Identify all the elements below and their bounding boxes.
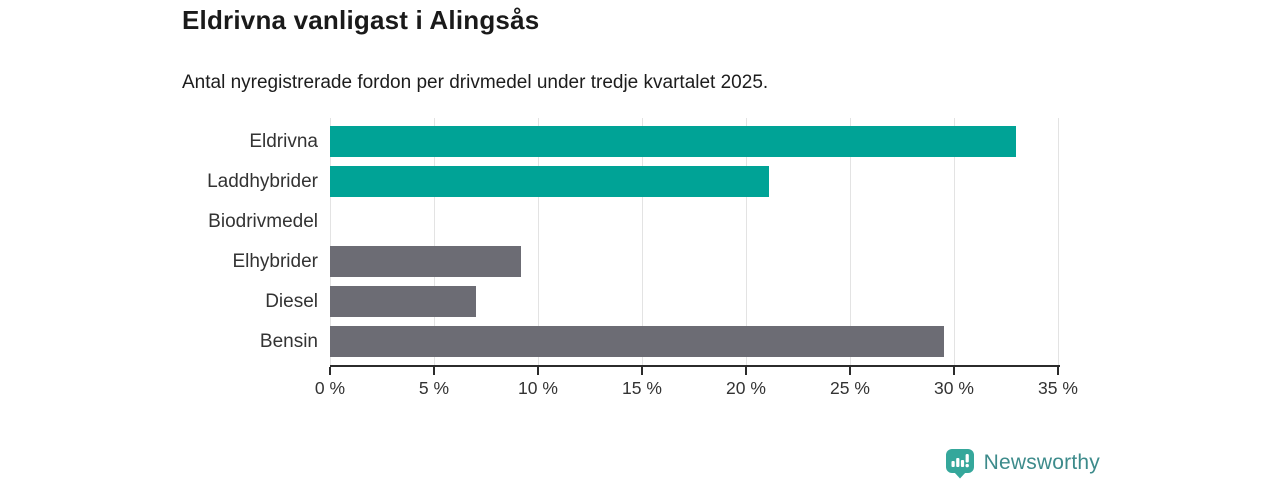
category-label: Bensin bbox=[259, 331, 318, 352]
x-axis-tick-label: 20 % bbox=[726, 378, 766, 398]
brand-footer[interactable]: Newsworthy bbox=[944, 446, 1100, 480]
brand-name: Newsworthy bbox=[983, 451, 1100, 474]
bar bbox=[330, 286, 476, 317]
chart-title: Eldrivna vanligast i Alingsås bbox=[182, 5, 540, 35]
category-label: Eldrivna bbox=[249, 131, 318, 152]
bar bbox=[330, 166, 769, 197]
x-axis-tick bbox=[537, 367, 539, 375]
x-axis-tick-label: 5 % bbox=[418, 378, 450, 398]
gridline bbox=[434, 118, 435, 366]
gridline bbox=[850, 118, 851, 366]
x-axis-tick bbox=[745, 367, 747, 375]
category-label: Elhybrider bbox=[232, 251, 318, 272]
bar bbox=[330, 246, 522, 277]
gridline bbox=[954, 118, 955, 366]
x-axis-tick bbox=[1057, 367, 1059, 375]
gridline bbox=[538, 118, 539, 366]
x-axis-tick-label: 30 % bbox=[934, 378, 974, 398]
newsworthy-pin-barchart-icon bbox=[945, 449, 974, 479]
gridline bbox=[746, 118, 747, 366]
bar bbox=[330, 326, 944, 357]
x-axis-tick-label: 15 % bbox=[622, 378, 662, 398]
bar bbox=[330, 126, 1017, 157]
x-axis-tick bbox=[433, 367, 435, 375]
x-axis-tick bbox=[849, 367, 851, 375]
category-label: Biodrivmedel bbox=[208, 211, 318, 232]
x-axis-line bbox=[330, 365, 1060, 367]
x-axis-tick bbox=[953, 367, 955, 375]
x-axis-tick-label: 10 % bbox=[518, 378, 558, 398]
x-axis-tick-label: 25 % bbox=[830, 378, 870, 398]
plot-area: 0 % 5 % 10 % 15 % 20 % 25 % 30 % 35 % bbox=[315, 118, 1078, 398]
gridline bbox=[1058, 118, 1059, 366]
x-axis-tick bbox=[329, 367, 331, 375]
category-labels: Eldrivna Laddhybrider Biodrivmedel Elhybrid… bbox=[100, 118, 318, 366]
x-axis-tick-label: 0 % bbox=[314, 378, 346, 398]
category-label: Diesel bbox=[265, 291, 318, 312]
gridline bbox=[642, 118, 643, 366]
x-axis-tick bbox=[641, 367, 643, 375]
category-label: Laddhybrider bbox=[207, 171, 318, 192]
chart-subtitle: Antal nyregistrerade fordon per drivmede… bbox=[182, 72, 769, 93]
x-axis-tick-label: 35 % bbox=[1038, 378, 1078, 398]
gridline bbox=[330, 118, 331, 366]
